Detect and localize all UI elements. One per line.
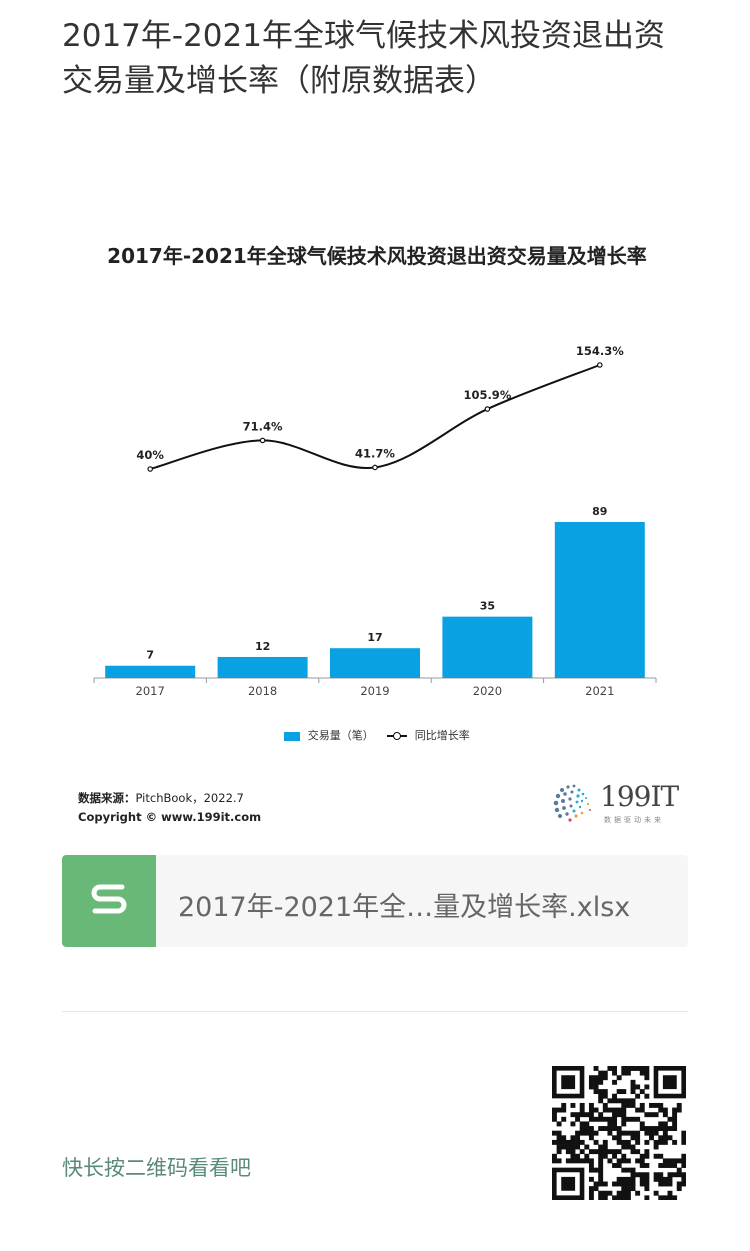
chart-plot: 7 2017 12 2018 17 2019 35 2020 89 2021 40% 71.4% 41.…	[93, 344, 657, 698]
x-tick-label-2020: 2020	[473, 684, 502, 698]
bar-2017	[105, 665, 196, 678]
attachment-card[interactable]: 2017年-2021年全…量及增长率.xlsx	[62, 855, 688, 947]
chart-title: 2017年-2021年全球气候技术风投资退出资交易量及增长率	[107, 244, 647, 268]
copyright-text: Copyright © www.199it.com	[78, 810, 262, 824]
growth-point-2019	[372, 464, 378, 471]
qr-code-icon[interactable]	[552, 1066, 687, 1201]
spreadsheet-s-icon	[62, 855, 156, 947]
bar-label-2020: 35	[480, 600, 495, 613]
brand-tagline: 数据驱动未来	[604, 816, 664, 824]
chart-figure: 2017年-2021年全球气候技术风投资退出资交易量及增长率 7 2017 12 20…	[62, 222, 692, 842]
x-tick-label-2018: 2018	[248, 684, 277, 698]
growth-label-2019: 41.7%	[355, 446, 395, 460]
growth-label-2017: 40%	[136, 448, 164, 462]
bar-label-2017: 7	[146, 649, 154, 662]
source-label: 数据来源：	[78, 791, 136, 805]
attachment-file-name[interactable]: 2017年-2021年全…量及增长率.xlsx	[178, 892, 631, 923]
brand-dots-icon	[553, 784, 591, 822]
bar-2020	[442, 616, 533, 678]
bar-2018	[217, 656, 308, 678]
article-title: 2017年-2021年全球气候技术风投资退出资交易量及增长率（附原数据表）	[62, 18, 665, 99]
brand-name: 199IT	[600, 780, 679, 813]
growth-label-2018: 71.4%	[243, 419, 283, 433]
x-tick-label-2019: 2019	[360, 684, 389, 698]
growth-label-2021: 154.3%	[576, 344, 624, 358]
x-tick-label-2021: 2021	[585, 684, 614, 698]
qr-hint-text: 快长按二维码看看吧	[62, 1156, 251, 1180]
x-tick-label-2017: 2017	[136, 684, 165, 698]
growth-label-2020: 105.9%	[463, 388, 511, 402]
chart-legend: 交易量（笔） 同比增长率	[62, 727, 692, 743]
bar-2021	[554, 522, 645, 678]
legend-item-line: 同比增长率	[387, 727, 470, 743]
growth-point-2021	[596, 362, 603, 368]
bar-2019	[330, 648, 420, 678]
legend-item-bars: 交易量（笔）	[284, 727, 374, 743]
legend-label-line: 同比增长率	[414, 729, 470, 742]
brand-logo: 199IT 数据驱动未来	[552, 780, 692, 830]
section-divider	[62, 1011, 688, 1012]
growth-point-2018	[259, 437, 266, 444]
source-text: PitchBook，2022.7	[135, 791, 244, 805]
legend-swatch-line-icon	[387, 731, 408, 741]
bar-label-2019: 17	[367, 631, 382, 644]
source-note: 数据来源：PitchBook，2022.7 Copyright © www.19…	[78, 789, 261, 827]
bar-label-2018: 12	[255, 640, 270, 653]
legend-swatch-bar-icon	[284, 731, 301, 741]
bar-label-2021: 89	[592, 505, 607, 518]
growth-point-2020	[484, 406, 491, 412]
legend-label-bars: 交易量（笔）	[307, 729, 374, 742]
growth-point-2017	[147, 466, 154, 472]
